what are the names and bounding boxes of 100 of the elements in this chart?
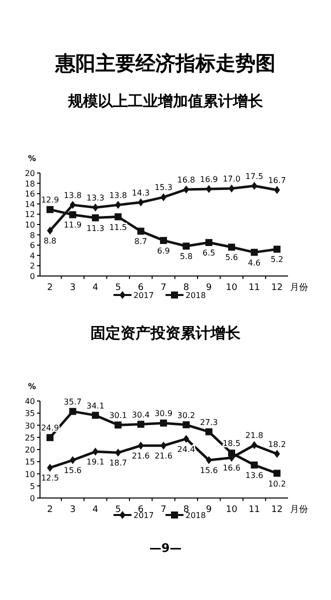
data-label: 5.8 — [180, 252, 193, 262]
x-tick-label: 5 — [115, 283, 121, 293]
point — [115, 448, 122, 457]
x-tick-label: 7 — [160, 505, 166, 515]
data-label: 18.2 — [268, 440, 286, 449]
y-tick-label: 40 — [24, 397, 35, 406]
x-tick-label: 4 — [92, 505, 99, 515]
point — [250, 248, 258, 256]
y-tick-label: 10 — [24, 470, 35, 479]
point — [137, 228, 144, 235]
point — [70, 456, 76, 464]
point — [183, 185, 190, 194]
point — [274, 186, 280, 194]
y-tick-label: 30 — [24, 421, 35, 430]
y-tick-label: 0 — [30, 494, 35, 503]
x-tick-label: 10 — [226, 283, 238, 293]
data-label: 17.0 — [222, 174, 241, 184]
data-label: 11.3 — [86, 224, 104, 233]
point — [92, 204, 98, 212]
data-label: 24.4 — [177, 444, 196, 454]
chart-subtitle: 规模以上工业增加值累计增长 — [67, 92, 264, 110]
data-label: 19.1 — [86, 458, 104, 467]
point — [206, 184, 212, 193]
data-label: 13.6 — [245, 471, 264, 480]
point — [228, 244, 236, 251]
y-tick-label: 18 — [24, 179, 35, 188]
x-tick-label: 12 — [271, 283, 283, 293]
data-label: 21.6 — [154, 452, 172, 461]
data-label: 34.1 — [86, 401, 104, 410]
y-axis-title: % — [28, 154, 36, 163]
x-tick-label: 11 — [248, 505, 260, 515]
x-tick-label: 2 — [47, 283, 53, 293]
chart-title: 惠阳主要经济指标走势图 — [54, 51, 276, 75]
data-label: 18.5 — [222, 439, 241, 448]
data-label: 15.3 — [154, 183, 172, 192]
point — [183, 434, 190, 443]
point — [274, 450, 280, 458]
data-label: 4.6 — [248, 258, 261, 268]
point — [92, 412, 99, 419]
y-tick-label: 35 — [24, 409, 35, 418]
point — [228, 450, 236, 457]
data-label: 12.9 — [41, 196, 59, 205]
y-tick-label: 15 — [24, 458, 35, 467]
data-label: 30.1 — [109, 411, 128, 420]
point — [251, 182, 258, 190]
point — [70, 200, 76, 209]
legend-label: 2017 — [134, 291, 154, 300]
data-label: 35.7 — [64, 397, 82, 406]
point — [160, 236, 167, 244]
point — [137, 420, 144, 428]
data-label: 30.9 — [154, 409, 172, 418]
y-tick-label: 25 — [24, 433, 35, 442]
data-label: 18.7 — [109, 458, 128, 468]
point — [69, 408, 76, 415]
point — [182, 242, 190, 250]
point — [47, 464, 53, 472]
x-tick-label: 5 — [115, 505, 121, 515]
y-axis-title: % — [28, 382, 36, 391]
data-label: 21.6 — [132, 452, 150, 461]
point — [206, 456, 212, 464]
point — [160, 193, 166, 202]
y-tick-label: 10 — [24, 220, 35, 230]
data-label: 8.7 — [134, 237, 148, 246]
y-tick-label: 2 — [30, 262, 35, 271]
point — [138, 442, 144, 450]
legend-label: 2018 — [186, 511, 206, 520]
y-tick-label: 14 — [24, 200, 35, 209]
data-label: 11.9 — [64, 220, 82, 230]
data-label: 6.9 — [157, 246, 170, 256]
x-tick-label: 11 — [248, 283, 260, 293]
data-label: 30.4 — [132, 410, 150, 420]
y-tick-label: 16 — [24, 190, 35, 199]
data-label: 15.6 — [200, 466, 218, 476]
data-label: 5.6 — [225, 253, 238, 262]
point — [205, 428, 212, 436]
y-tick-label: 20 — [24, 169, 35, 178]
x-axis-title: 月份 — [290, 282, 308, 293]
y-tick-label: 20 — [24, 446, 35, 454]
text: —9— — [149, 541, 182, 555]
point — [250, 462, 258, 469]
point — [205, 239, 212, 246]
data-label: 14.3 — [132, 188, 150, 198]
point — [251, 441, 258, 450]
chart-title: 固定资产投资累计增长 — [90, 324, 242, 342]
data-label: 6.5 — [202, 248, 216, 258]
x-tick-label: 8 — [183, 283, 190, 293]
x-tick-label: 9 — [206, 505, 212, 515]
x-tick-label: 4 — [92, 283, 99, 293]
x-tick-label: 10 — [226, 505, 238, 515]
x-tick-label: 12 — [271, 505, 283, 515]
data-label: 16.6 — [222, 464, 241, 473]
data-label: 27.3 — [200, 418, 218, 427]
point — [182, 421, 190, 428]
legend-label: 2017 — [134, 511, 154, 520]
data-label: 16.7 — [268, 176, 286, 185]
x-tick-label: 3 — [70, 505, 76, 515]
point — [47, 226, 53, 235]
y-tick-label: 5 — [30, 482, 35, 491]
point — [69, 211, 76, 218]
y-tick-label: 0 — [30, 272, 35, 281]
